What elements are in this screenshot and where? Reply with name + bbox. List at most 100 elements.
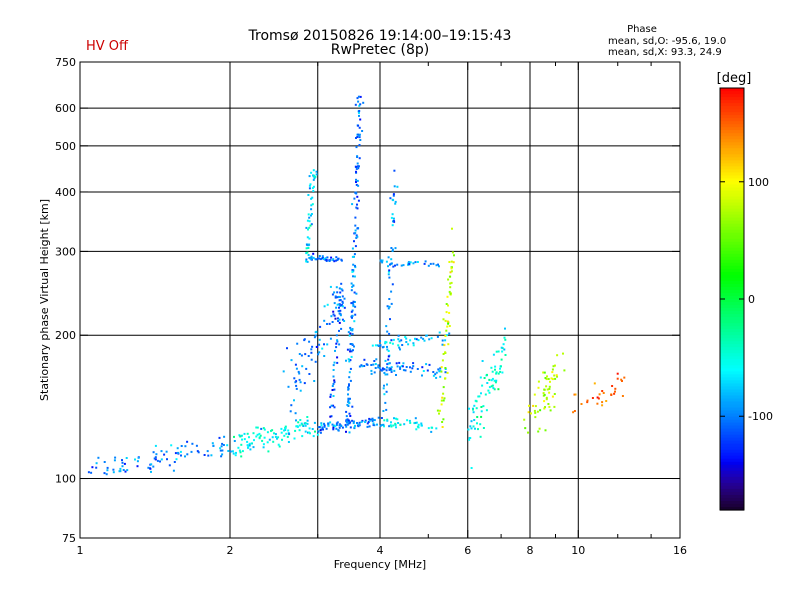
data-point [490, 385, 493, 388]
data-point [379, 340, 381, 343]
data-point [524, 427, 527, 430]
data-point [190, 450, 193, 453]
data-point [450, 267, 453, 270]
data-point [310, 214, 312, 217]
data-point [240, 443, 243, 446]
data-point [340, 282, 343, 285]
data-point [553, 393, 556, 395]
data-point [327, 424, 330, 427]
data-point [384, 401, 387, 404]
data-point [488, 378, 491, 381]
data-point [493, 379, 496, 382]
data-point [482, 405, 485, 408]
data-point [390, 425, 393, 428]
data-point [330, 404, 333, 407]
data-point [356, 97, 359, 100]
colorbar-segment [720, 199, 744, 204]
data-point [432, 371, 435, 373]
data-point [365, 363, 368, 366]
data-point [397, 334, 400, 337]
data-point [333, 381, 336, 384]
data-point [381, 259, 384, 262]
data-point [376, 344, 379, 347]
data-point [391, 213, 394, 216]
data-point [152, 465, 155, 468]
data-point [547, 378, 550, 380]
data-point [310, 171, 313, 174]
data-point [551, 378, 554, 381]
data-point [369, 418, 372, 421]
data-point [355, 181, 357, 183]
data-point [451, 227, 453, 230]
data-point [621, 395, 624, 397]
data-point [616, 372, 619, 375]
data-point [357, 423, 360, 426]
colorbar-segment [720, 467, 744, 472]
data-point [334, 295, 337, 298]
data-point [479, 376, 482, 379]
data-point [332, 404, 335, 407]
data-point [530, 412, 532, 415]
data-point [295, 387, 298, 390]
data-point [222, 444, 225, 446]
data-point [424, 260, 427, 263]
data-point [307, 355, 310, 357]
data-point [332, 364, 335, 367]
data-point [263, 428, 266, 431]
data-point [355, 206, 358, 209]
data-point [388, 425, 391, 428]
data-point [307, 244, 310, 247]
data-point [126, 469, 129, 472]
data-point [384, 359, 387, 362]
data-point [348, 334, 351, 337]
data-point [446, 325, 449, 328]
data-point [226, 444, 229, 447]
data-point [347, 419, 350, 422]
data-point [442, 399, 445, 402]
data-point [314, 175, 317, 178]
colorbar-segment [720, 332, 744, 336]
data-point [346, 418, 349, 421]
colorbar-segment [720, 368, 744, 372]
data-point [472, 411, 475, 414]
x-tick-label: 8 [527, 544, 534, 557]
data-point [446, 371, 449, 374]
data-point [325, 259, 328, 261]
data-point [428, 363, 431, 366]
data-point [87, 471, 90, 474]
data-point [451, 251, 454, 254]
data-point [438, 331, 441, 334]
data-point [450, 266, 453, 269]
data-point [390, 216, 393, 219]
colorbar-segment [720, 247, 744, 252]
data-point [573, 410, 576, 412]
data-point [484, 393, 487, 396]
data-point [323, 343, 325, 346]
data-point [495, 379, 498, 382]
data-point [308, 175, 311, 178]
data-point [370, 369, 373, 372]
data-point [323, 425, 326, 428]
data-point [373, 371, 376, 374]
data-point [414, 421, 417, 424]
data-point [377, 366, 380, 369]
data-point [282, 370, 285, 373]
data-point [398, 346, 401, 349]
data-point [249, 448, 252, 451]
colorbar-segment [720, 311, 744, 315]
data-point [545, 378, 548, 381]
data-point [261, 439, 264, 442]
data-point [429, 262, 432, 265]
data-point [335, 424, 338, 426]
colorbar-segment [720, 380, 744, 384]
data-point [352, 305, 355, 308]
data-point [383, 368, 386, 371]
data-point [480, 415, 483, 418]
data-point [345, 415, 348, 418]
colorbar-segment [720, 365, 744, 369]
data-point [495, 350, 498, 353]
data-point [596, 396, 599, 399]
data-point [394, 264, 396, 267]
colorbar-tick-label: 0 [748, 293, 755, 306]
data-point [601, 390, 604, 392]
